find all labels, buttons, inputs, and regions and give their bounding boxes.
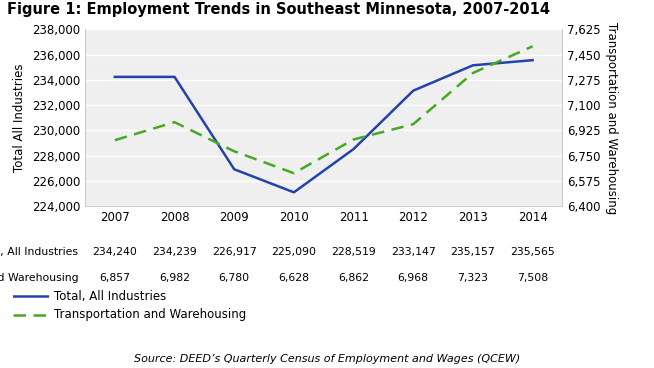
- Text: 7,323: 7,323: [457, 273, 489, 283]
- Text: Transportation and Warehousing: Transportation and Warehousing: [54, 308, 246, 321]
- Text: 225,090: 225,090: [271, 247, 317, 257]
- Text: 234,239: 234,239: [152, 247, 197, 257]
- Text: 7,508: 7,508: [517, 273, 548, 283]
- Text: 6,857: 6,857: [99, 273, 130, 283]
- Text: 6,862: 6,862: [338, 273, 369, 283]
- Text: 6,628: 6,628: [279, 273, 309, 283]
- Text: 226,917: 226,917: [212, 247, 256, 257]
- Text: Source: DEED’s Quarterly Census of Employment and Wages (QCEW): Source: DEED’s Quarterly Census of Emplo…: [134, 354, 520, 364]
- Text: 6,968: 6,968: [398, 273, 429, 283]
- Text: 235,157: 235,157: [451, 247, 495, 257]
- Y-axis label: Total All Industries: Total All Industries: [13, 64, 26, 172]
- Text: Transportation and Warehousing: Transportation and Warehousing: [0, 273, 78, 283]
- Text: 6,780: 6,780: [218, 273, 250, 283]
- Text: Figure 1: Employment Trends in Southeast Minnesota, 2007-2014: Figure 1: Employment Trends in Southeast…: [7, 2, 549, 17]
- Text: 233,147: 233,147: [391, 247, 436, 257]
- Y-axis label: Transportation and Warehousing: Transportation and Warehousing: [604, 22, 617, 214]
- Text: 228,519: 228,519: [331, 247, 376, 257]
- Text: 235,565: 235,565: [510, 247, 555, 257]
- Text: Total, All Industries: Total, All Industries: [54, 290, 166, 303]
- Text: 234,240: 234,240: [92, 247, 137, 257]
- Text: Total, All Industries: Total, All Industries: [0, 247, 78, 257]
- Text: 6,982: 6,982: [159, 273, 190, 283]
